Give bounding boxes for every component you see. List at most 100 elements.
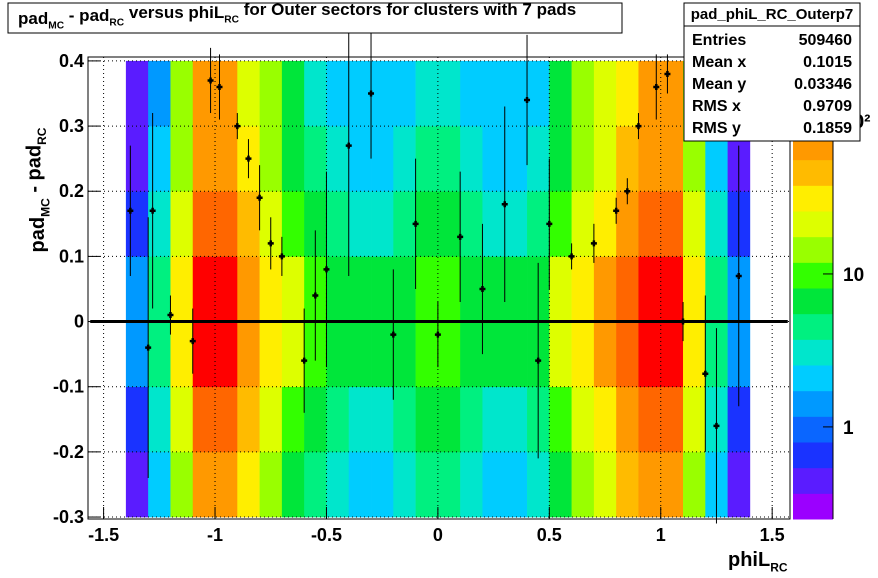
text-part: - pad [23, 145, 45, 198]
heat-cell [616, 321, 639, 388]
heat-cell [148, 386, 171, 453]
heat-cell [616, 191, 639, 257]
heat-cell [371, 191, 394, 257]
palette-swatch [793, 493, 833, 520]
profile-marker [524, 97, 531, 104]
heat-cell [660, 256, 684, 322]
subscript: RC [35, 127, 49, 145]
text-part: versus phiL [124, 3, 224, 22]
heat-cell [437, 60, 461, 127]
stats-label: Mean y [692, 76, 746, 93]
subscript: RC [224, 14, 239, 25]
heat-cell [460, 60, 483, 127]
heat-cell [504, 191, 528, 257]
palette-swatch [793, 467, 833, 494]
palette-swatch [793, 288, 833, 315]
heat-cell [371, 60, 394, 127]
heat-cell [281, 126, 305, 192]
heat-cell [616, 386, 639, 453]
heat-cell [326, 126, 350, 192]
palette-swatch [793, 236, 833, 263]
heat-cell [170, 256, 194, 322]
heat-cell [371, 321, 394, 388]
heat-cell [460, 321, 483, 388]
heat-cell [259, 256, 283, 322]
heat-cell [348, 321, 372, 388]
heat-cell [593, 386, 617, 453]
heat-cell [215, 126, 238, 192]
heat-cell [683, 451, 706, 518]
heat-cell [437, 191, 461, 257]
profile-marker [167, 312, 174, 319]
heat-cell [437, 126, 461, 192]
palette-swatch [793, 159, 833, 186]
heat-cell [304, 386, 327, 453]
heat-cell [527, 191, 550, 257]
heat-cell [348, 386, 372, 453]
heat-cell [705, 256, 728, 322]
profile-marker [624, 188, 631, 195]
heat-cell [571, 126, 595, 192]
profile-marker [702, 370, 709, 377]
heat-cell [549, 256, 572, 322]
z-tick-label: 1 [843, 418, 854, 439]
x-tick-label: 1 [656, 525, 666, 545]
stats-label: RMS y [692, 120, 741, 137]
profile-marker [323, 266, 330, 273]
heat-cell [437, 321, 461, 388]
heat-cell [549, 386, 572, 453]
heat-cell [393, 256, 416, 322]
profile-marker [278, 253, 285, 260]
x-tick-label: 0 [433, 525, 443, 545]
heat-cell [683, 256, 706, 322]
profile-marker [546, 220, 553, 227]
y-tick-label: 0.2 [59, 181, 84, 201]
heat-cell [504, 321, 528, 388]
heat-cell [326, 451, 350, 518]
heat-cell [148, 256, 171, 322]
profile-marker [590, 240, 597, 247]
heat-cell [727, 386, 751, 453]
palette-swatch [793, 442, 833, 469]
stats-value: 509460 [799, 32, 852, 49]
heat-cell [571, 451, 595, 518]
heat-cell [215, 60, 238, 127]
heat-cell [125, 451, 149, 518]
heat-cell [125, 126, 149, 192]
heat-cell [371, 451, 394, 518]
heat-cell [683, 321, 706, 388]
profile-marker [256, 194, 263, 201]
heat-cell [504, 126, 528, 192]
heat-cell [549, 321, 572, 388]
heat-cell [504, 451, 528, 518]
stats-label: RMS x [692, 98, 741, 115]
heat-cell [393, 451, 416, 518]
heat-cell [259, 60, 283, 127]
heat-cell [125, 60, 149, 127]
heat-cell [148, 191, 171, 257]
profile-marker [680, 318, 687, 325]
y-tick-label: 0.1 [59, 246, 84, 266]
heat-cell [593, 126, 617, 192]
heat-cell [638, 386, 662, 453]
heat-cell [504, 256, 528, 322]
heat-cell [482, 60, 506, 127]
text-part: pad [18, 9, 48, 28]
palette-swatch [793, 185, 833, 212]
profile-marker [653, 83, 660, 90]
x-axis-label: phiLRC [728, 549, 788, 574]
heat-cell [616, 126, 639, 192]
heat-cell [237, 256, 260, 322]
stats-value: 0.1015 [803, 54, 852, 71]
heat-cell [192, 451, 216, 518]
profile-marker [501, 201, 508, 208]
subscript: MC [48, 21, 64, 32]
heat-cell [259, 386, 283, 453]
heat-cell [660, 191, 684, 257]
heat-cell [281, 451, 305, 518]
heat-cell [504, 386, 528, 453]
y-tick-label: 0.3 [59, 116, 84, 136]
heat-cell [148, 451, 171, 518]
stats-value: 0.1859 [803, 120, 852, 137]
